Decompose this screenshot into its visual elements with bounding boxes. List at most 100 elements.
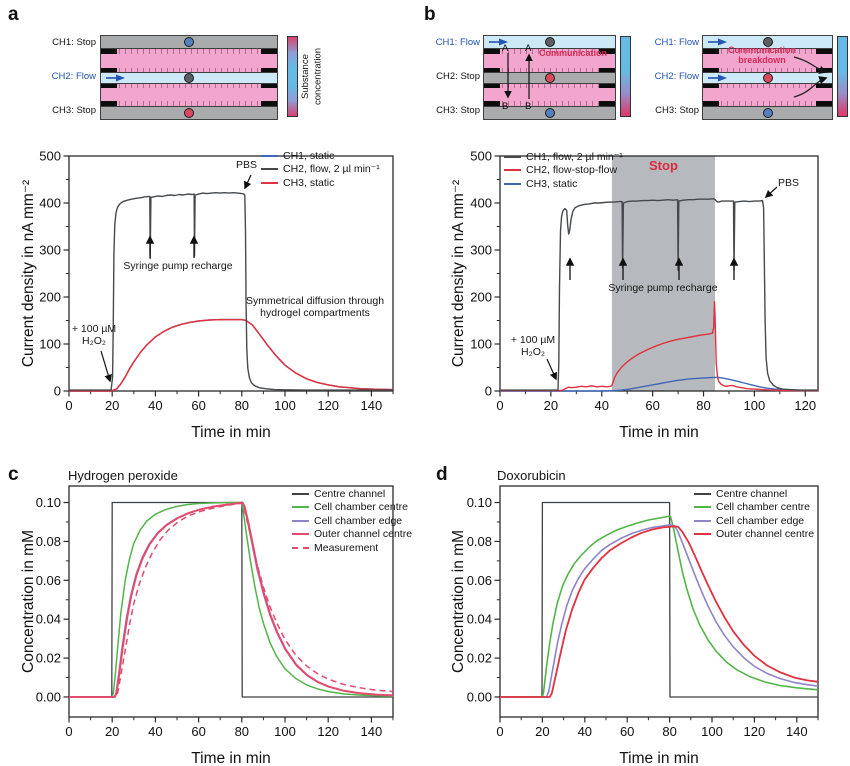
legend-label: Cell chamber centre xyxy=(314,501,408,514)
x-tick-label: 100 xyxy=(701,724,723,739)
pillar-row xyxy=(703,49,832,54)
x-tick-label: 0 xyxy=(65,724,72,739)
concentration-colorbar xyxy=(837,36,848,117)
legend-swatch xyxy=(504,169,521,172)
legend-label: CH3, static xyxy=(526,177,578,190)
x-axis-title: Time in min xyxy=(619,750,699,766)
ch2-sensor-dot xyxy=(544,72,555,83)
y-axis-title: Concentration in mM xyxy=(20,530,37,673)
legend-swatch xyxy=(504,182,521,185)
syringe-annotation-a: Syringe pump recharge xyxy=(123,260,233,272)
axis-frame xyxy=(499,485,819,718)
legend-label: Outer channel centre xyxy=(314,528,413,541)
ch1-sensor-dot xyxy=(762,37,773,47)
series-cell-chamber-centre xyxy=(69,501,394,698)
panel-label-a: a xyxy=(8,4,19,25)
legend-label: Outer channel centre xyxy=(716,528,815,541)
legend-label: Measurement xyxy=(314,541,379,554)
pillar-row xyxy=(101,101,277,106)
ch2-channel xyxy=(703,71,832,84)
colorbar-label: Substance concentration xyxy=(300,47,324,106)
communication-breakdown-label: Communication breakdown xyxy=(727,45,796,66)
legend-item: CH3, static xyxy=(504,177,623,191)
y-tick-label: 300 xyxy=(470,243,492,258)
legend-chart-b: CH1, flow, 2 µl min⁻¹ CH2, flow-stop-flo… xyxy=(504,150,623,191)
ch3-sensor-dot xyxy=(762,108,773,118)
channel-label-ch3-stop: CH3: Stop xyxy=(436,105,480,116)
chip-schematic-b-breakdown xyxy=(702,35,833,120)
x-tick-label: 40 xyxy=(148,398,162,413)
series-cell-chamber-edge xyxy=(500,524,819,698)
x-tick-label: 140 xyxy=(361,724,383,739)
x-tick-label: 100 xyxy=(274,724,296,739)
ch1-sensor-dot xyxy=(544,37,555,47)
legend-label: Cell chamber edge xyxy=(716,514,805,527)
y-tick-label: 0.08 xyxy=(36,534,61,549)
x-tick-label: 140 xyxy=(786,724,808,739)
ch2-sensor-dot xyxy=(762,72,773,83)
pillar-row xyxy=(484,49,615,54)
x-tick-label: 100 xyxy=(274,398,296,413)
legend-swatch xyxy=(504,155,521,158)
y-tick-label: 500 xyxy=(470,149,492,164)
panel-label-c: c xyxy=(8,464,19,485)
legend-chart-a: CH1, static CH2, flow, 2 µl min⁻¹ CH3, s… xyxy=(261,149,380,190)
x-tick-label: 120 xyxy=(744,724,766,739)
legend-item: Cell chamber centre xyxy=(694,501,814,515)
x-tick-label: 120 xyxy=(794,398,816,413)
y-tick-label: 0.02 xyxy=(36,651,61,666)
stop-band xyxy=(611,156,715,391)
panel-label-d: d xyxy=(436,464,448,485)
series-ch1-flow xyxy=(500,198,818,391)
legend-item: Cell chamber edge xyxy=(292,514,412,528)
x-tick-label: 40 xyxy=(148,724,162,739)
pillar-row xyxy=(484,83,615,88)
y-axis-title: Current density in nA mm⁻² xyxy=(20,180,37,367)
ch3-channel xyxy=(703,106,832,119)
x-axis-title: Time in min xyxy=(619,424,699,441)
y-tick-label: 400 xyxy=(39,196,61,211)
x-tick-label: 20 xyxy=(105,724,119,739)
legend-label: CH1, flow, 2 µl min⁻¹ xyxy=(526,150,623,163)
pillar-row xyxy=(101,49,277,54)
series-cell-chamber-centre xyxy=(500,515,819,698)
colorbar-label-wrap: Substance concentration xyxy=(300,36,325,117)
y-tick-label: 300 xyxy=(39,243,61,258)
y-tick-label: 0.04 xyxy=(467,612,492,627)
x-tick-label: 60 xyxy=(191,398,205,413)
ch2-sensor-dot xyxy=(184,72,194,83)
y-axis-title: Concentration in mM xyxy=(450,530,467,673)
hydrogel-compartment xyxy=(101,54,277,68)
x-tick-label: 80 xyxy=(235,398,249,413)
legend-item: CH2, flow, 2 µl min⁻¹ xyxy=(261,163,380,177)
x-tick-label: 120 xyxy=(317,398,339,413)
flow-arrow-icon xyxy=(106,69,126,87)
legend-item: CH1, static xyxy=(261,149,380,163)
flow-arrow-icon xyxy=(708,33,728,51)
legend-item: Measurement xyxy=(292,541,412,555)
ch2-channel xyxy=(101,69,277,87)
pbs-annotation-b: PBS xyxy=(778,177,800,189)
legend-chart-c: Centre channel Cell chamber centre Cell … xyxy=(292,487,412,555)
x-tick-label: 40 xyxy=(578,724,592,739)
legend-swatch xyxy=(694,506,711,509)
x-tick-label: 140 xyxy=(361,398,383,413)
x-tick-label: 60 xyxy=(191,724,205,739)
legend-item: Cell chamber edge xyxy=(694,514,814,528)
legend-swatch xyxy=(292,492,309,495)
x-tick-label: 60 xyxy=(620,724,634,739)
y-tick-label: 400 xyxy=(470,196,492,211)
axis-frame xyxy=(68,485,394,718)
ch1-sensor-dot xyxy=(184,37,194,47)
stop-band-label: Stop xyxy=(649,158,678,173)
hydrogel-compartment xyxy=(703,87,832,101)
legend-swatch xyxy=(292,506,309,509)
series-ch3-static xyxy=(500,376,818,392)
ch3-channel xyxy=(101,106,277,119)
channel-label-ch1-flow: CH1: Flow xyxy=(435,37,480,48)
legend-chart-d: Centre channel Cell chamber centre Cell … xyxy=(694,487,814,541)
legend-label: Cell chamber centre xyxy=(716,501,810,514)
chart-b-current-density: Stop 0 20 40 60 80 100 120 0 100 200 300 400 500 Time … xyxy=(450,149,819,441)
legend-swatch xyxy=(261,181,278,184)
